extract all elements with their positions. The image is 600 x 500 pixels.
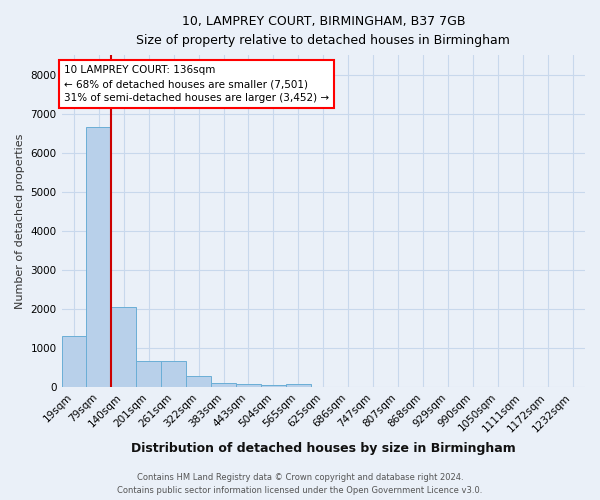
Title: 10, LAMPREY COURT, BIRMINGHAM, B37 7GB
Size of property relative to detached hou: 10, LAMPREY COURT, BIRMINGHAM, B37 7GB S… — [136, 15, 510, 47]
Text: Contains HM Land Registry data © Crown copyright and database right 2024.
Contai: Contains HM Land Registry data © Crown c… — [118, 474, 482, 495]
Bar — [261, 386, 286, 388]
Bar — [236, 384, 261, 388]
Bar — [161, 362, 186, 388]
Text: 10 LAMPREY COURT: 136sqm
← 68% of detached houses are smaller (7,501)
31% of sem: 10 LAMPREY COURT: 136sqm ← 68% of detach… — [64, 65, 329, 103]
Bar — [62, 336, 86, 388]
Y-axis label: Number of detached properties: Number of detached properties — [15, 134, 25, 309]
Bar — [186, 376, 211, 388]
Bar — [86, 128, 112, 388]
Bar — [211, 382, 236, 388]
X-axis label: Distribution of detached houses by size in Birmingham: Distribution of detached houses by size … — [131, 442, 515, 455]
Bar — [286, 384, 311, 388]
Bar — [136, 361, 161, 388]
Bar — [112, 307, 136, 388]
